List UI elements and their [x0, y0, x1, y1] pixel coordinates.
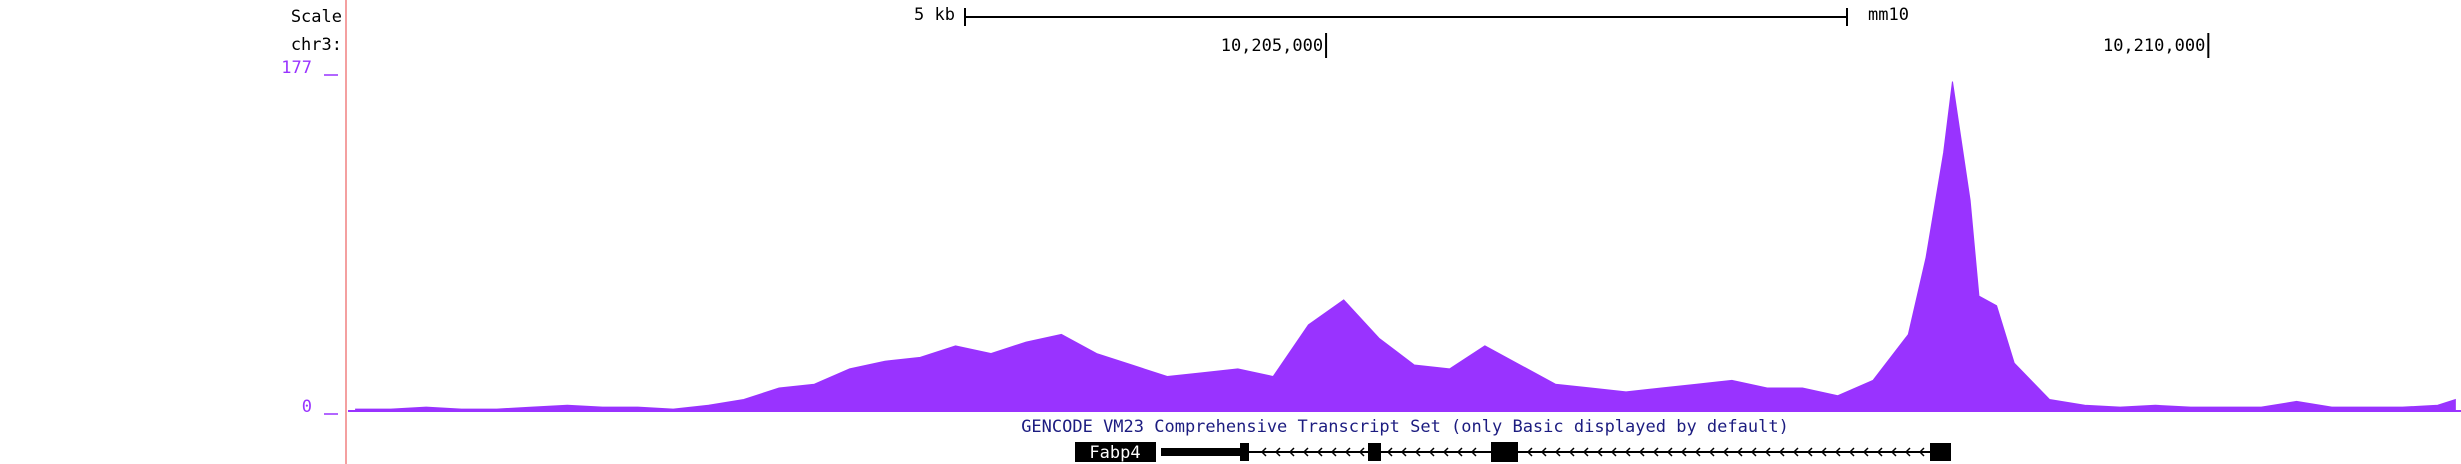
intron-arrow: [1694, 447, 1701, 457]
intron-arrow: [1414, 447, 1421, 457]
intron-arrow: [1806, 447, 1813, 457]
intron-arrow: [1568, 447, 1575, 457]
intron-arrow: [1526, 447, 1533, 457]
y-tick-label: 0: [302, 397, 312, 417]
intron-arrow: [1750, 447, 1757, 457]
intron-arrow: [1330, 447, 1337, 457]
intron-arrow: [1862, 447, 1869, 457]
intron-arrow: [1918, 447, 1925, 457]
intron-arrow: [1890, 447, 1897, 457]
intron-arrow: [1470, 447, 1477, 457]
intron-arrow: [1848, 447, 1855, 457]
intron-arrow: [1778, 447, 1785, 457]
intron-arrow: [1442, 447, 1449, 457]
intron-arrow: [1904, 447, 1911, 457]
track-title: GENCODE VM23 Comprehensive Transcript Se…: [1021, 417, 1789, 437]
intron-arrow: [1554, 447, 1561, 457]
intron-arrow: [1344, 447, 1351, 457]
intron-arrow: [1302, 447, 1309, 457]
scale-bar-label: 5 kb: [914, 5, 955, 25]
x-tick-label: 10,210,000: [2103, 36, 2205, 56]
intron-arrow: [1638, 447, 1645, 457]
intron-arrow: [1316, 447, 1323, 457]
gene-model: [1161, 442, 1951, 462]
x-tick-label: 10,205,000: [1221, 36, 1323, 56]
signal-area: [355, 81, 2456, 412]
scale-label: Scale: [291, 7, 342, 27]
intron-arrow: [1610, 447, 1617, 457]
intron-arrow: [1764, 447, 1771, 457]
intron-arrow: [1288, 447, 1295, 457]
intron-arrow: [1582, 447, 1589, 457]
intron-arrow: [1792, 447, 1799, 457]
intron-arrow: [1428, 447, 1435, 457]
y-tick-label: 177: [281, 58, 312, 78]
intron-arrow: [1274, 447, 1281, 457]
intron-arrow: [1624, 447, 1631, 457]
intron-arrow: [1260, 447, 1267, 457]
intron-arrow: [1596, 447, 1603, 457]
intron-arrow: [1820, 447, 1827, 457]
intron-arrow: [1400, 447, 1407, 457]
scale-bar: [964, 8, 1848, 26]
gene-label: Fabp4: [1089, 443, 1140, 463]
intron-arrow: [1834, 447, 1841, 457]
intron-arrow: [1386, 447, 1393, 457]
assembly-label: mm10: [1868, 5, 1909, 25]
intron-arrow: [1666, 447, 1673, 457]
intron-arrow: [1876, 447, 1883, 457]
intron-arrow: [1708, 447, 1715, 457]
intron-arrow: [1736, 447, 1743, 457]
gene-label-bg: [1075, 442, 1156, 462]
intron-arrow: [1652, 447, 1659, 457]
intron-arrow: [1456, 447, 1463, 457]
intron-arrow: [1540, 447, 1547, 457]
intron-arrow: [1358, 447, 1365, 457]
intron-arrow: [1722, 447, 1729, 457]
chrom-label: chr3:: [291, 35, 342, 55]
intron-arrow: [1680, 447, 1687, 457]
